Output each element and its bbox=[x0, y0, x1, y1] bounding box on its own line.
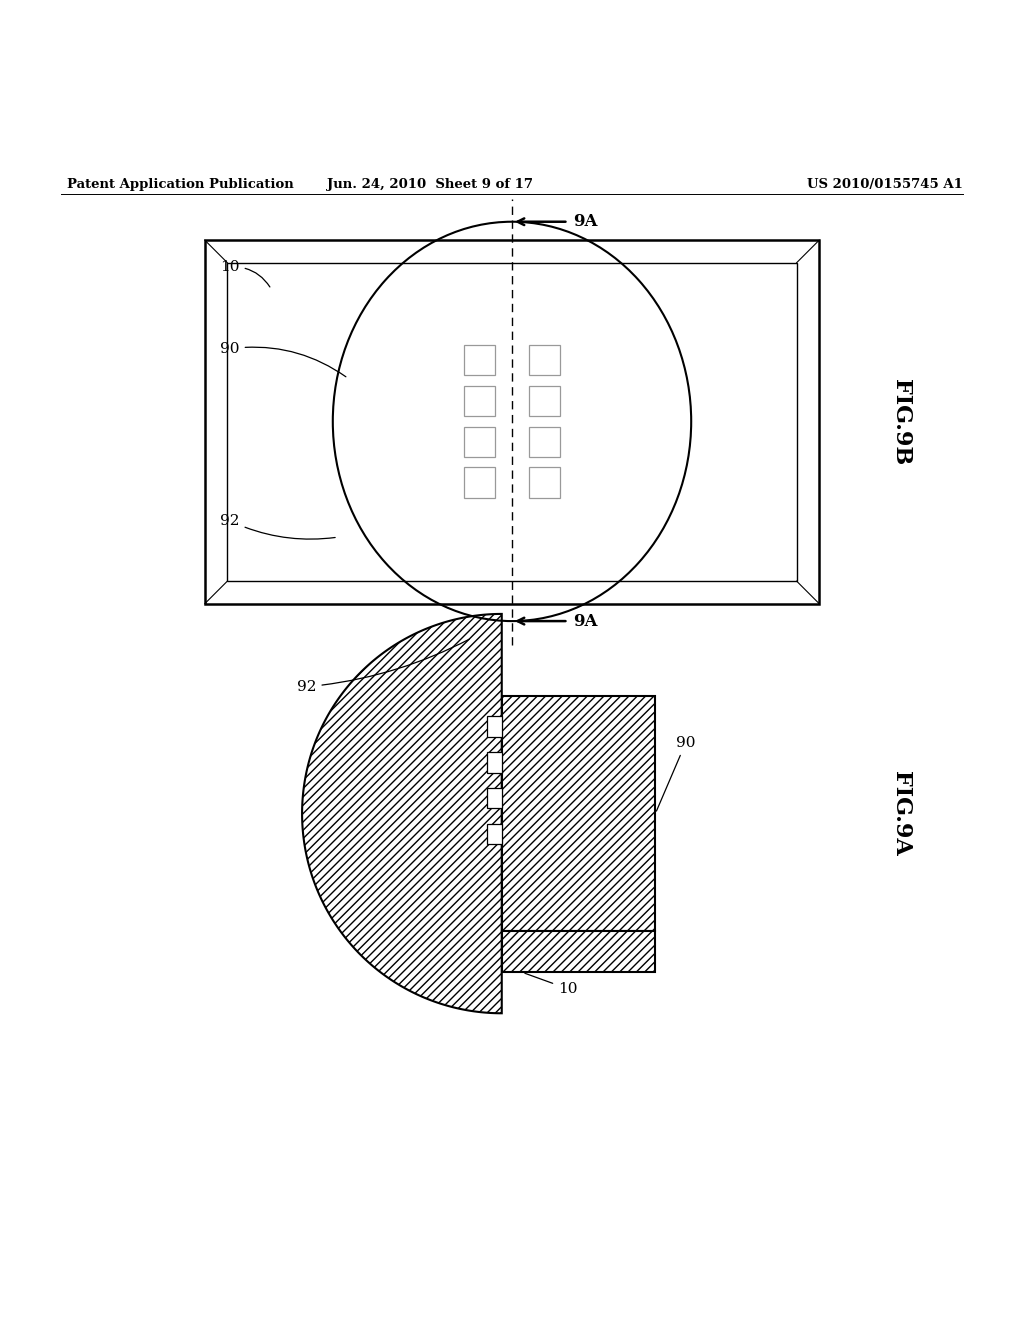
Bar bbox=[464, 467, 495, 498]
Text: FIG.9B: FIG.9B bbox=[890, 379, 912, 465]
Bar bbox=[529, 467, 560, 498]
Text: 9A: 9A bbox=[573, 612, 598, 630]
Text: 90: 90 bbox=[656, 737, 695, 810]
Text: 9A: 9A bbox=[573, 214, 598, 230]
Text: 92: 92 bbox=[220, 513, 335, 539]
Bar bbox=[502, 696, 655, 932]
Bar bbox=[487, 717, 502, 737]
Bar bbox=[487, 752, 502, 772]
Bar bbox=[487, 824, 502, 845]
Text: 10: 10 bbox=[220, 260, 270, 286]
Text: 92: 92 bbox=[297, 639, 469, 694]
Text: FIG.9A: FIG.9A bbox=[890, 771, 912, 855]
Bar bbox=[464, 385, 495, 416]
Bar bbox=[487, 788, 502, 808]
Bar bbox=[464, 426, 495, 457]
Bar bbox=[464, 345, 495, 375]
Bar bbox=[529, 426, 560, 457]
Bar bbox=[529, 345, 560, 375]
Polygon shape bbox=[302, 614, 502, 1014]
Text: US 2010/0155745 A1: US 2010/0155745 A1 bbox=[807, 178, 963, 191]
Bar bbox=[529, 385, 560, 416]
Bar bbox=[502, 932, 655, 973]
Text: Patent Application Publication: Patent Application Publication bbox=[67, 178, 293, 191]
Text: Jun. 24, 2010  Sheet 9 of 17: Jun. 24, 2010 Sheet 9 of 17 bbox=[327, 178, 534, 191]
Bar bbox=[227, 263, 797, 581]
Text: 10: 10 bbox=[525, 973, 578, 995]
Bar bbox=[205, 240, 819, 603]
Text: 90: 90 bbox=[220, 342, 346, 376]
